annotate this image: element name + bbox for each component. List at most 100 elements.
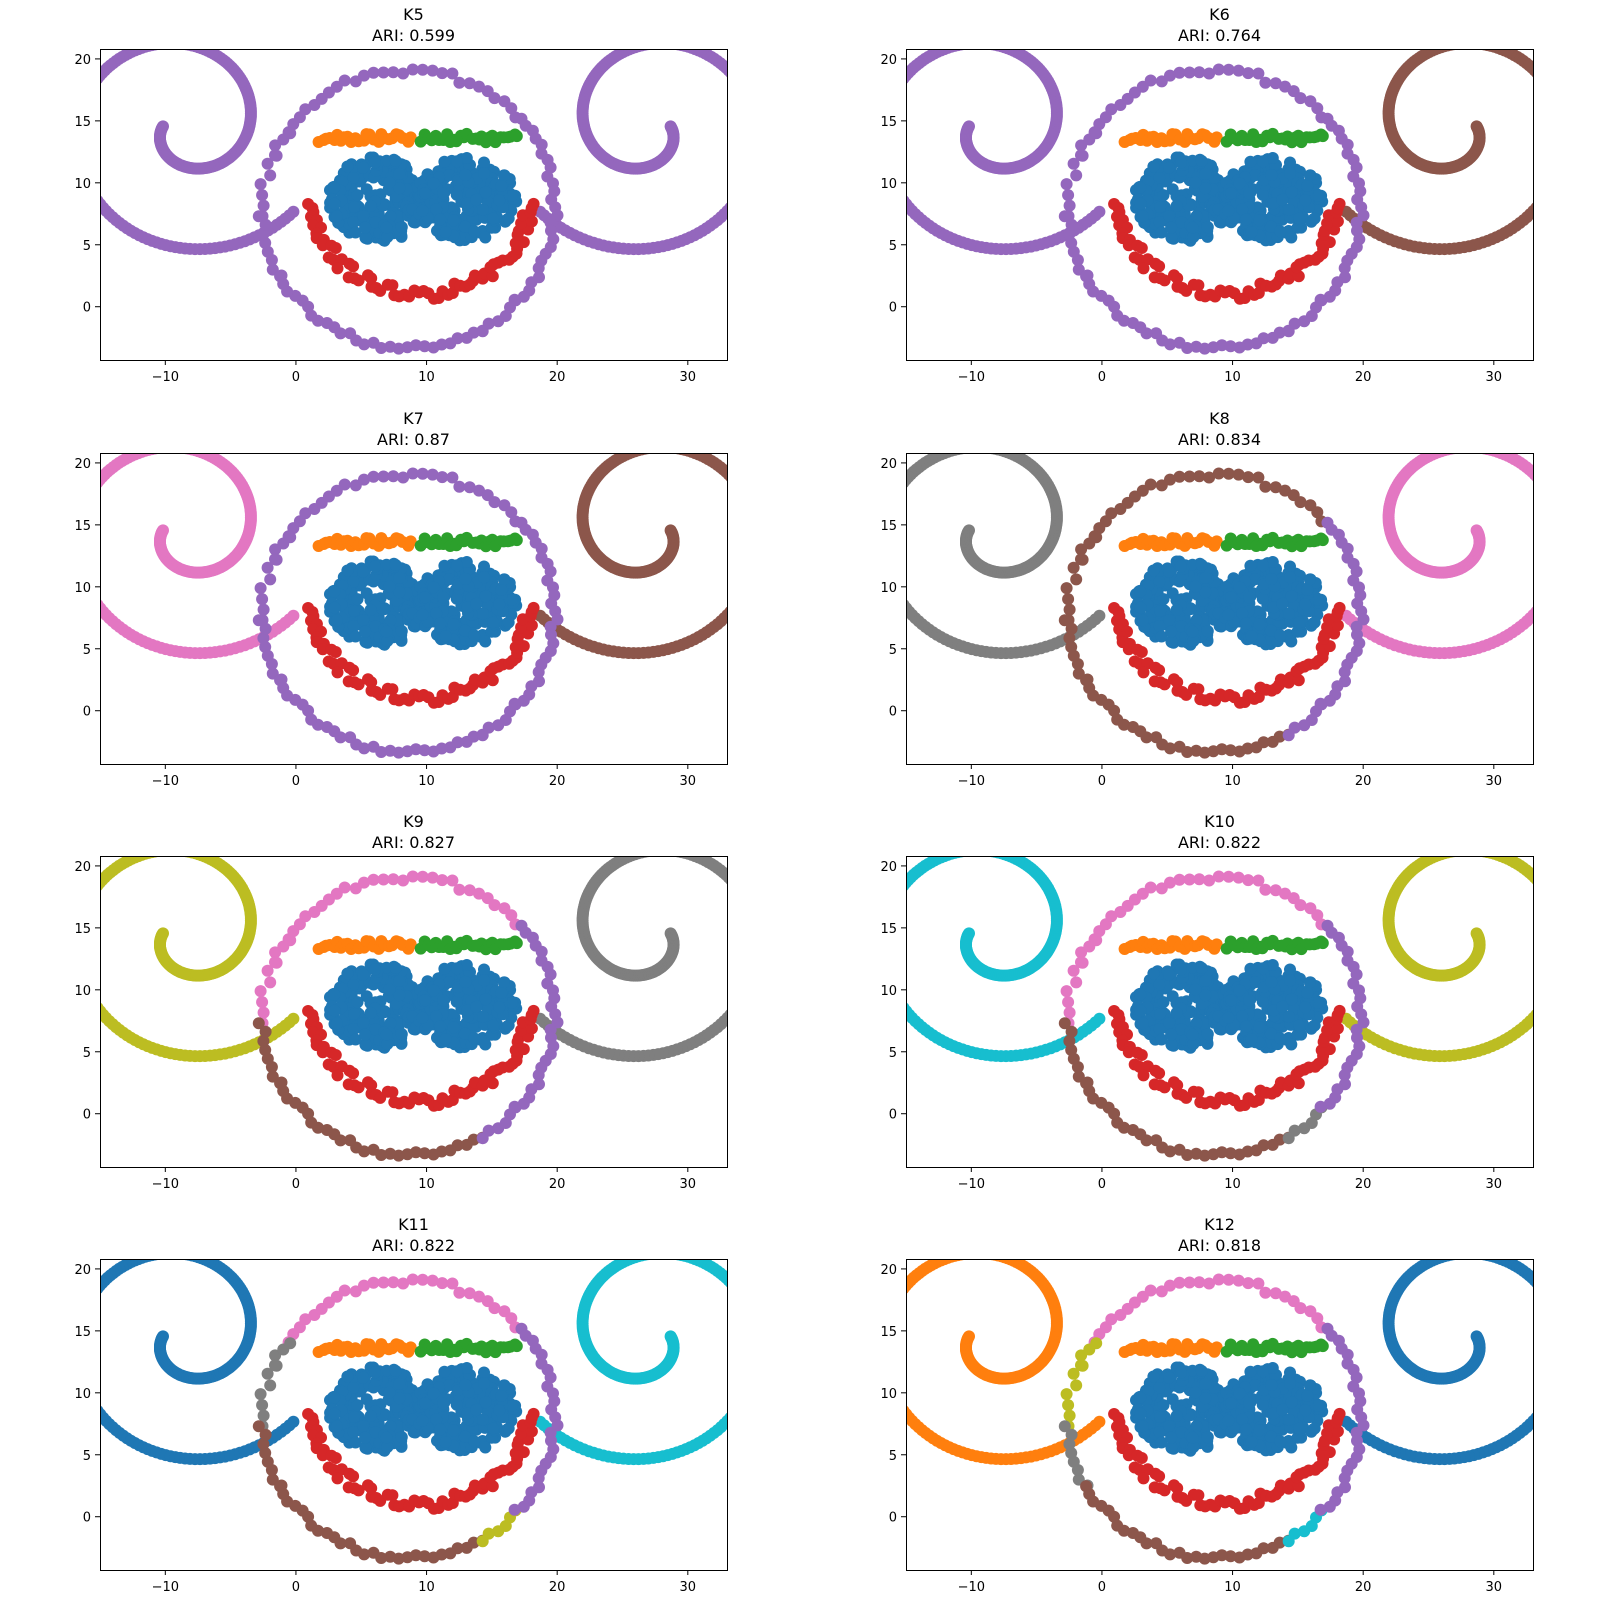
scatter-point — [1314, 293, 1327, 306]
scatter-point — [257, 228, 270, 241]
scatter-point — [164, 856, 168, 857]
cluster-brow-left — [312, 532, 417, 552]
scatter-point — [477, 203, 489, 216]
scatter-point — [1555, 557, 1567, 569]
scatter-point — [446, 471, 459, 484]
scatter-point — [393, 182, 406, 195]
x-tick-label: 10 — [418, 370, 435, 385]
scatter-point — [977, 453, 980, 454]
scatter-point — [174, 856, 178, 857]
scatter-point — [459, 169, 472, 181]
scatter-point — [1462, 49, 1466, 50]
scatter-point — [1157, 593, 1170, 606]
scatter-point — [1190, 614, 1203, 627]
scatter-point — [735, 188, 747, 200]
scatter-point — [1199, 571, 1212, 584]
y-tick-label: 0 — [83, 301, 91, 316]
scatter-point — [168, 453, 171, 454]
scatter-point — [1105, 103, 1118, 116]
scatter-point — [476, 325, 489, 338]
scatter-point — [427, 745, 440, 758]
scatter-point — [347, 664, 360, 677]
scatter-point — [751, 133, 763, 145]
scatter-point — [1259, 480, 1272, 493]
scatter-point — [367, 470, 380, 483]
scatter-point — [419, 591, 432, 604]
cluster-brow-left — [1118, 532, 1223, 552]
scatter-point — [348, 605, 361, 617]
scatter-point — [437, 187, 450, 200]
scatter-point — [387, 470, 400, 483]
scatter-point — [1341, 138, 1354, 151]
scatter-point — [883, 99, 895, 111]
scatter-point — [1462, 453, 1466, 454]
scatter-point — [365, 272, 378, 285]
scatter-point — [71, 545, 83, 557]
scatter-point — [347, 620, 360, 632]
scatter-point — [331, 666, 344, 679]
scatter-point — [906, 193, 908, 201]
scatter-point — [1299, 598, 1312, 611]
scatter-point — [386, 683, 399, 696]
scatter-point — [437, 591, 450, 604]
scatter-point — [728, 70, 740, 82]
scatter-points — [884, 453, 1569, 759]
scatter-point — [171, 49, 174, 50]
scatter-point — [418, 340, 431, 353]
scatter-point — [1165, 635, 1178, 648]
scatter-points — [70, 453, 740, 759]
y-tick-label: 5 — [83, 643, 91, 658]
scatter-point — [75, 506, 87, 518]
scatter-point — [1062, 593, 1075, 606]
scatter-point — [479, 635, 492, 648]
scatter-point — [1338, 666, 1351, 679]
scatter-point — [666, 453, 670, 454]
scatter-point — [1557, 525, 1569, 537]
scatter-point — [1203, 471, 1216, 484]
scatter-point — [341, 564, 354, 577]
scatter-point — [397, 471, 410, 484]
scatter-point — [644, 453, 652, 455]
scatter-point — [70, 541, 82, 553]
scatter-point — [1477, 453, 1484, 454]
scatter-point — [1554, 157, 1566, 169]
scatter-point — [668, 49, 674, 50]
scatter-point — [284, 531, 297, 544]
scatter-point — [468, 629, 481, 642]
scatter-point — [1190, 340, 1203, 353]
scatter-point — [728, 474, 740, 486]
scatter-point — [352, 678, 365, 691]
scatter-point — [1548, 496, 1560, 508]
scatter-point — [1545, 85, 1557, 97]
scatter-point — [884, 499, 896, 511]
scatter-point — [1060, 178, 1073, 191]
scatter-point — [316, 239, 329, 252]
scatter-point — [1201, 625, 1214, 638]
scatter-point — [1264, 220, 1277, 233]
chart-title: K9 — [403, 812, 424, 831]
cluster-right-spiral — [1340, 49, 1566, 256]
scatter-point — [1293, 212, 1306, 225]
scatter-point — [877, 145, 889, 157]
scatter-point — [1153, 664, 1166, 677]
scatter-point — [974, 453, 977, 454]
scatter-point — [254, 178, 267, 191]
scatter-point — [1550, 95, 1562, 107]
scatter-point — [451, 155, 463, 168]
scatter-point — [418, 744, 431, 757]
scatter-point — [1557, 533, 1569, 545]
scatter-point — [100, 885, 102, 893]
scatter-point — [264, 169, 277, 182]
scatter-point — [1333, 197, 1346, 210]
scatter-point — [1134, 585, 1147, 598]
scatter-point — [876, 133, 888, 145]
scatter-point — [510, 534, 523, 547]
x-tick-label: 0 — [1098, 774, 1106, 789]
scatter-point — [879, 157, 891, 169]
scatter-point — [348, 201, 361, 213]
scatter-point — [72, 553, 84, 565]
scatter-point — [321, 721, 333, 733]
scatter-point — [70, 537, 82, 549]
scatter-point — [1547, 581, 1559, 593]
